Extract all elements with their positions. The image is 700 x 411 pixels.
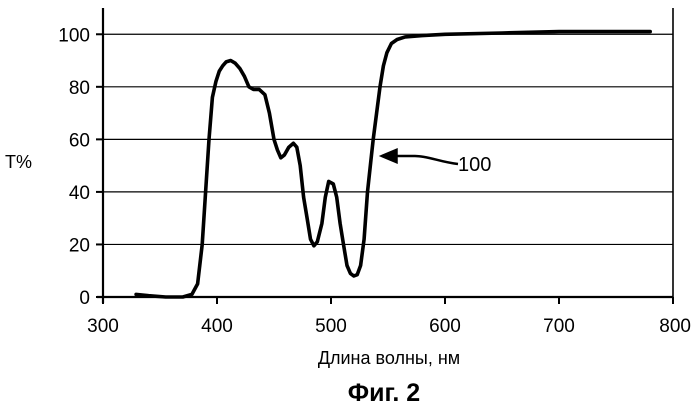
annotation-layer [378, 148, 459, 166]
annotation-arrowhead [378, 148, 398, 164]
y-tick-label-80: 80 [69, 78, 90, 99]
x-axis-title: Длина волны, нм [318, 348, 460, 368]
x-tick-label-400: 400 [201, 316, 233, 337]
axis-ticks: 0 20 40 60 80 100 300 400 500 600 700 800 [58, 25, 691, 337]
y-tick-label-0: 0 [79, 288, 90, 309]
y-tick-label-40: 40 [69, 183, 90, 204]
figure-caption: Фиг. 2 [348, 379, 420, 407]
plot-frame [97, 8, 674, 303]
gridlines [103, 33, 673, 246]
x-tick-label-300: 300 [87, 316, 119, 337]
x-tick-label-600: 600 [429, 316, 461, 337]
series-layer [134, 29, 653, 299]
x-tick-label-800: 800 [659, 316, 691, 337]
series-line-0 [134, 29, 653, 299]
y-tick-label-20: 20 [69, 235, 90, 256]
y-tick-label-60: 60 [69, 130, 90, 151]
y-axis-title: T% [5, 152, 32, 172]
series-annotation-label: 100 [458, 154, 491, 176]
annotation-leader-line [391, 154, 459, 166]
x-tick-label-500: 500 [315, 316, 347, 337]
x-tick-label-700: 700 [543, 316, 575, 337]
y-tick-label-100: 100 [58, 25, 90, 46]
